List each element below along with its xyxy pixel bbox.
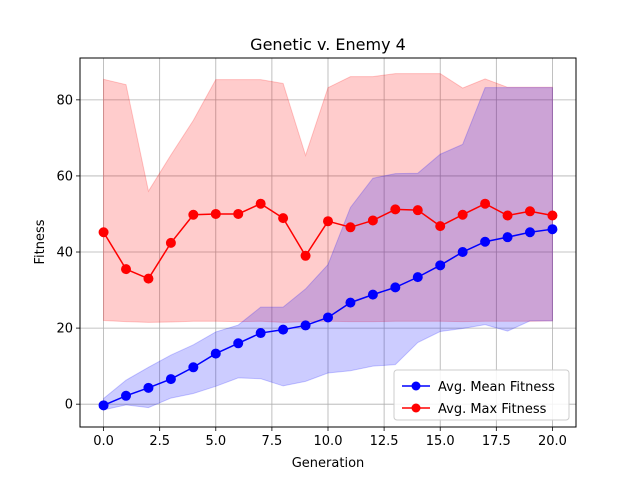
data-point-max [367,215,378,226]
data-point-mean [435,260,446,271]
data-point-max [323,216,333,227]
data-point-mean [547,224,558,235]
data-point-mean [367,289,378,300]
data-point-mean [502,232,513,243]
y-tick-label: 60 [56,169,73,184]
data-point-mean [323,312,333,323]
data-point-mean [345,297,356,308]
chart-title: Genetic v. Enemy 4 [250,35,406,54]
y-tick-label: 40 [56,246,73,261]
band-layer [103,73,553,411]
data-point-mean [165,374,176,385]
data-point-max [390,204,401,215]
x-tick-label: 15.0 [426,434,455,449]
data-point-mean [188,362,199,373]
legend: Avg. Mean Fitness Avg. Max Fitness [393,369,570,421]
data-point-max [345,222,356,233]
point-layer [98,198,558,411]
grid-layer [80,58,576,427]
data-point-max [502,210,513,221]
x-tick-label: 0.0 [93,434,114,449]
data-point-mean [524,227,535,238]
legend-label-mean: Avg. Mean Fitness [438,380,555,395]
data-point-mean [457,247,468,258]
data-point-mean [480,236,491,247]
data-point-mean [143,382,154,393]
data-point-max [143,273,154,284]
y-tick-label: 0 [65,398,73,413]
data-point-max [412,205,423,216]
legend-box [393,369,570,421]
x-tick-label: 20.0 [538,434,567,449]
x-tick-label: 2.5 [149,434,170,449]
data-point-mean [300,320,311,331]
band-max [103,73,553,323]
data-point-max [121,264,132,275]
y-tick-label: 80 [56,93,73,108]
data-point-max [300,250,311,261]
legend-marker-mean [411,381,421,391]
data-point-max [98,227,109,238]
x-tick-label: 10.0 [314,434,343,449]
data-point-max [233,208,244,219]
data-point-mean [255,328,266,339]
y-axis-label: Fitness [33,219,48,264]
data-point-max [278,213,289,224]
band-mean [103,87,553,411]
data-point-max [480,198,491,209]
data-point-mean [210,348,221,359]
x-axis-label: Generation [292,456,365,471]
data-point-max [165,237,176,248]
data-point-mean [98,400,109,411]
data-point-mean [121,390,132,401]
data-point-mean [412,272,423,283]
x-tick-label: 7.5 [262,434,283,449]
x-tick-label: 5.0 [205,434,226,449]
data-point-mean [233,338,244,349]
x-tick-label: 12.5 [370,434,399,449]
tick-layer: 0.0 2.5 5.0 7.5 10.0 12.5 15.0 17.5 20.0 0 20 40 60 8… [56,93,566,449]
x-tick-label: 17.5 [482,434,511,449]
data-point-max [255,198,266,209]
data-point-max [188,209,199,220]
data-point-max [524,206,535,217]
data-point-max [435,221,446,232]
data-point-max [457,209,468,220]
y-tick-label: 20 [56,322,73,337]
legend-label-max: Avg. Max Fitness [438,402,547,417]
data-point-max [210,208,221,219]
data-point-mean [390,282,401,293]
data-point-mean [278,324,289,335]
data-point-max [547,210,558,221]
legend-marker-max [411,403,421,413]
